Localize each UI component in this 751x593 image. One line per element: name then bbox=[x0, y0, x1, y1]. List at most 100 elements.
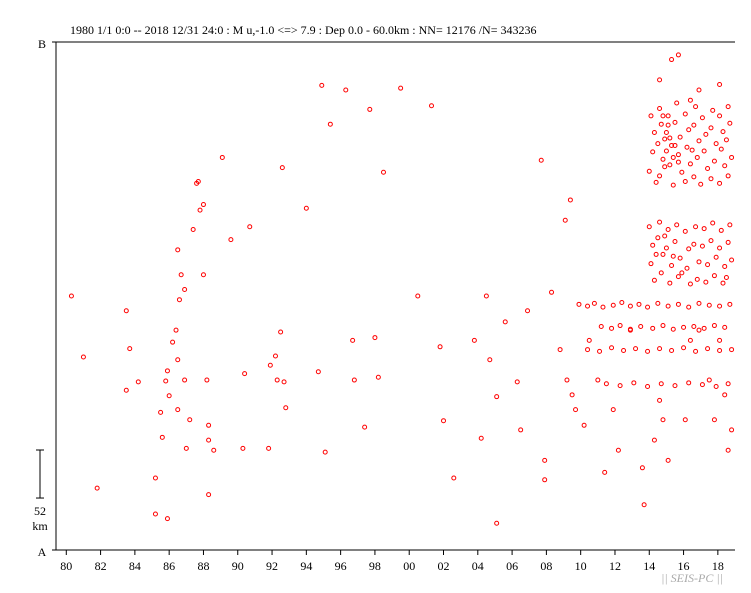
event-point bbox=[665, 122, 671, 128]
event-point bbox=[182, 287, 188, 293]
event-point bbox=[483, 293, 489, 299]
event-point bbox=[720, 280, 726, 286]
event-point bbox=[727, 301, 733, 307]
x-tick-label: 18 bbox=[712, 559, 724, 573]
event-point bbox=[725, 239, 731, 245]
event-point bbox=[610, 302, 616, 308]
event-point bbox=[240, 445, 246, 451]
event-point bbox=[166, 393, 172, 399]
event-point bbox=[595, 377, 601, 383]
event-point bbox=[658, 121, 664, 127]
event-point bbox=[164, 368, 170, 374]
event-point bbox=[502, 319, 508, 325]
x-tick-label: 82 bbox=[95, 559, 107, 573]
event-point bbox=[665, 303, 671, 309]
event-point bbox=[701, 148, 707, 154]
event-point bbox=[675, 52, 681, 58]
event-point bbox=[279, 165, 285, 171]
event-point bbox=[610, 407, 616, 413]
event-point bbox=[672, 239, 678, 245]
event-point bbox=[674, 100, 680, 106]
event-point bbox=[681, 345, 687, 351]
event-point bbox=[657, 346, 663, 352]
event-point bbox=[677, 255, 683, 261]
event-point bbox=[687, 161, 693, 167]
event-point bbox=[651, 130, 657, 136]
event-point bbox=[266, 445, 272, 451]
event-point bbox=[562, 217, 568, 223]
event-point bbox=[675, 152, 681, 158]
event-point bbox=[710, 107, 716, 113]
event-point bbox=[691, 174, 697, 180]
x-tick-label: 80 bbox=[60, 559, 72, 573]
event-point bbox=[494, 394, 500, 400]
event-point bbox=[281, 379, 287, 385]
event-point bbox=[429, 103, 435, 109]
event-point bbox=[720, 129, 726, 135]
event-point bbox=[603, 381, 609, 387]
event-point bbox=[451, 475, 457, 481]
event-point bbox=[633, 346, 639, 352]
event-point bbox=[691, 241, 697, 247]
event-point bbox=[717, 245, 723, 251]
event-point bbox=[183, 445, 189, 451]
event-point bbox=[696, 259, 702, 265]
y-tick-label: B bbox=[38, 37, 46, 51]
event-point bbox=[682, 178, 688, 184]
event-point bbox=[670, 326, 676, 332]
event-point bbox=[713, 384, 719, 390]
event-point bbox=[617, 323, 623, 329]
event-point bbox=[717, 337, 723, 343]
event-point bbox=[211, 447, 217, 453]
event-point bbox=[672, 142, 678, 148]
event-point bbox=[696, 327, 702, 333]
event-point bbox=[657, 219, 663, 225]
event-point bbox=[657, 397, 663, 403]
event-point bbox=[718, 146, 724, 152]
event-point bbox=[206, 422, 212, 428]
event-point bbox=[670, 182, 676, 188]
event-point bbox=[564, 377, 570, 383]
event-point bbox=[662, 136, 668, 142]
event-point bbox=[557, 347, 563, 353]
event-point bbox=[641, 502, 647, 508]
event-point bbox=[518, 427, 524, 433]
event-point bbox=[717, 303, 723, 309]
event-point bbox=[681, 324, 687, 330]
event-point bbox=[682, 417, 688, 423]
event-point bbox=[646, 168, 652, 174]
event-point bbox=[699, 115, 705, 121]
x-tick-label: 90 bbox=[232, 559, 244, 573]
event-point bbox=[319, 82, 325, 88]
event-point bbox=[682, 111, 688, 117]
event-point bbox=[327, 121, 333, 127]
event-point bbox=[717, 113, 723, 119]
x-tick-label: 04 bbox=[472, 559, 484, 573]
event-point bbox=[586, 337, 592, 343]
event-point bbox=[322, 449, 328, 455]
x-tick-label: 86 bbox=[163, 559, 175, 573]
event-point bbox=[478, 435, 484, 441]
event-point bbox=[631, 380, 637, 386]
event-point bbox=[663, 148, 669, 154]
event-point bbox=[367, 106, 373, 112]
event-point bbox=[722, 163, 728, 169]
event-point bbox=[725, 173, 731, 179]
event-point bbox=[653, 251, 659, 257]
event-point bbox=[197, 207, 203, 213]
event-point bbox=[219, 154, 225, 160]
event-point bbox=[648, 261, 654, 267]
event-point bbox=[362, 424, 368, 430]
event-point bbox=[674, 222, 680, 228]
event-point bbox=[703, 279, 709, 285]
event-point bbox=[679, 270, 685, 276]
event-point bbox=[665, 226, 671, 232]
event-point bbox=[717, 81, 723, 87]
x-tick-label: 02 bbox=[438, 559, 450, 573]
event-point bbox=[602, 469, 608, 475]
event-point bbox=[658, 381, 664, 387]
event-point bbox=[711, 323, 717, 329]
event-point bbox=[711, 417, 717, 423]
event-point bbox=[729, 154, 735, 160]
